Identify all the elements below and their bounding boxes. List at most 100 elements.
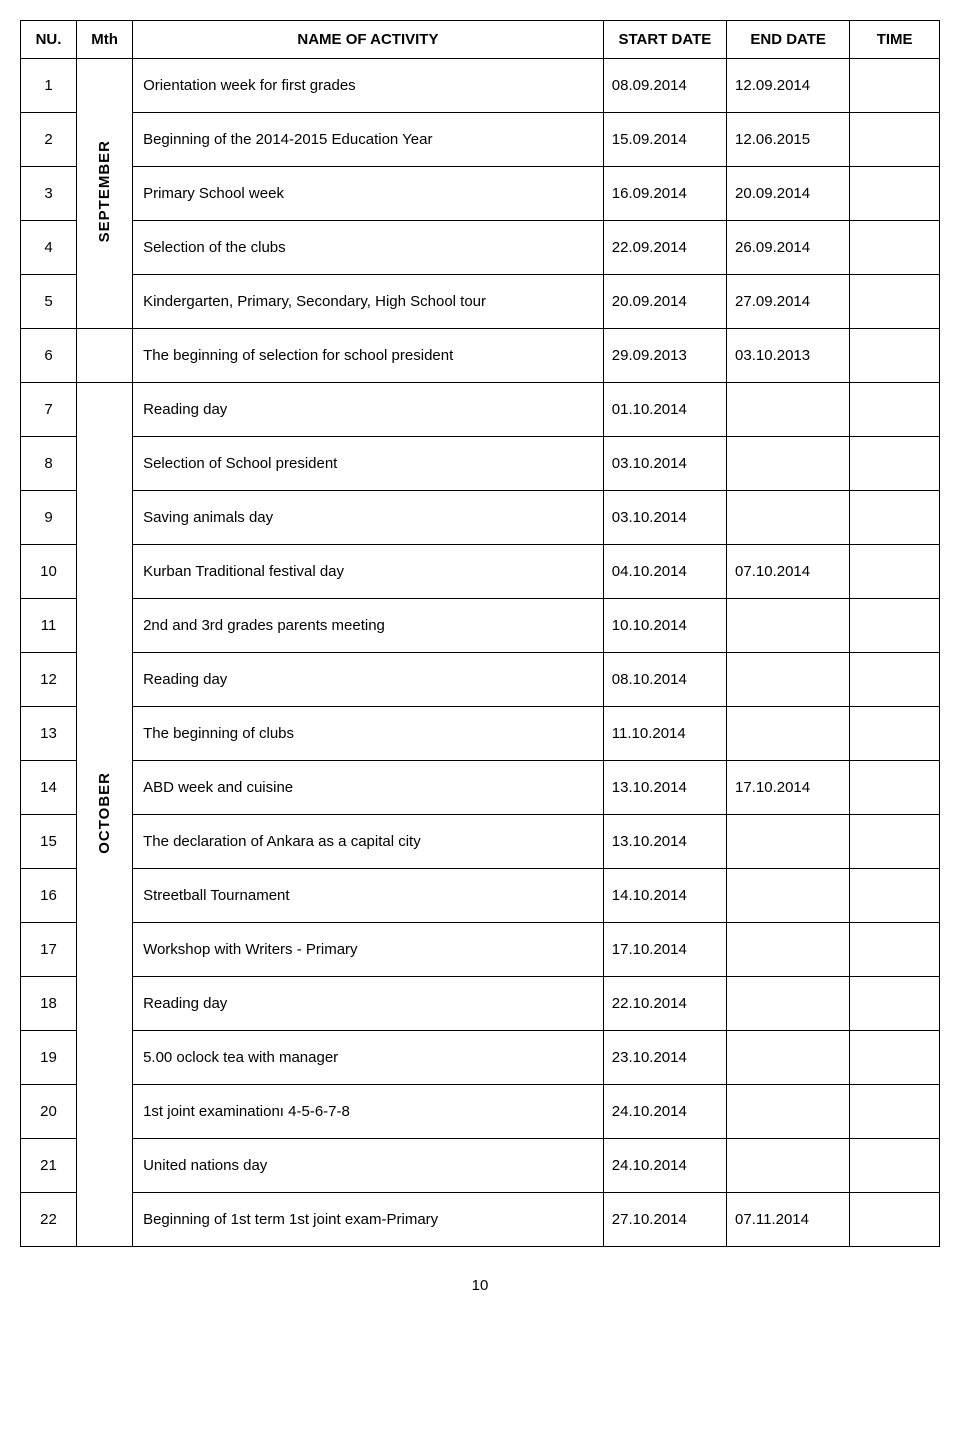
- cell-nu: 16: [21, 869, 77, 923]
- cell-time: [850, 437, 940, 491]
- table-row: 21 United nations day 24.10.2014: [21, 1139, 940, 1193]
- cell-time: [850, 329, 940, 383]
- cell-start: 08.09.2014: [603, 59, 726, 113]
- header-start: START DATE: [603, 21, 726, 59]
- cell-end: 12.06.2015: [727, 113, 850, 167]
- month-label: OCTOBER: [96, 772, 113, 854]
- cell-time: [850, 977, 940, 1031]
- cell-start: 20.09.2014: [603, 275, 726, 329]
- table-row: 19 5.00 oclock tea with manager 23.10.20…: [21, 1031, 940, 1085]
- cell-end: [727, 1031, 850, 1085]
- cell-nu: 6: [21, 329, 77, 383]
- cell-end: 20.09.2014: [727, 167, 850, 221]
- cell-start: 11.10.2014: [603, 707, 726, 761]
- cell-name: ABD week and cuisine: [133, 761, 604, 815]
- cell-name: Beginning of the 2014-2015 Education Yea…: [133, 113, 604, 167]
- cell-end: [727, 869, 850, 923]
- cell-name: The beginning of clubs: [133, 707, 604, 761]
- cell-name: Selection of the clubs: [133, 221, 604, 275]
- cell-time: [850, 707, 940, 761]
- table-row: 11 2nd and 3rd grades parents meeting 10…: [21, 599, 940, 653]
- cell-end: [727, 599, 850, 653]
- cell-time: [850, 545, 940, 599]
- header-end: END DATE: [727, 21, 850, 59]
- table-row: 3 Primary School week 16.09.2014 20.09.2…: [21, 167, 940, 221]
- month-september: SEPTEMBER: [77, 59, 133, 329]
- cell-end: 07.11.2014: [727, 1193, 850, 1247]
- cell-nu: 1: [21, 59, 77, 113]
- cell-start: 24.10.2014: [603, 1085, 726, 1139]
- cell-start: 04.10.2014: [603, 545, 726, 599]
- cell-name: 1st joint examinationı 4-5-6-7-8: [133, 1085, 604, 1139]
- cell-nu: 12: [21, 653, 77, 707]
- cell-start: 15.09.2014: [603, 113, 726, 167]
- cell-name: Workshop with Writers - Primary: [133, 923, 604, 977]
- cell-end: 07.10.2014: [727, 545, 850, 599]
- cell-time: [850, 1085, 940, 1139]
- cell-end: [727, 383, 850, 437]
- cell-start: 27.10.2014: [603, 1193, 726, 1247]
- cell-end: 12.09.2014: [727, 59, 850, 113]
- cell-name: Streetball Tournament: [133, 869, 604, 923]
- cell-time: [850, 1031, 940, 1085]
- table-row: 17 Workshop with Writers - Primary 17.10…: [21, 923, 940, 977]
- cell-end: 17.10.2014: [727, 761, 850, 815]
- cell-name: United nations day: [133, 1139, 604, 1193]
- cell-nu: 4: [21, 221, 77, 275]
- cell-time: [850, 761, 940, 815]
- cell-time: [850, 221, 940, 275]
- cell-time: [850, 653, 940, 707]
- table-row: 7 OCTOBER Reading day 01.10.2014: [21, 383, 940, 437]
- cell-name: Orientation week for first grades: [133, 59, 604, 113]
- cell-time: [850, 491, 940, 545]
- cell-nu: 13: [21, 707, 77, 761]
- table-row: 13 The beginning of clubs 11.10.2014: [21, 707, 940, 761]
- header-time: TIME: [850, 21, 940, 59]
- cell-nu: 15: [21, 815, 77, 869]
- cell-start: 13.10.2014: [603, 815, 726, 869]
- cell-end: 03.10.2013: [727, 329, 850, 383]
- cell-start: 24.10.2014: [603, 1139, 726, 1193]
- cell-nu: 20: [21, 1085, 77, 1139]
- cell-time: [850, 869, 940, 923]
- cell-end: [727, 707, 850, 761]
- cell-start: 03.10.2014: [603, 437, 726, 491]
- table-row: 2 Beginning of the 2014-2015 Education Y…: [21, 113, 940, 167]
- table-row: 20 1st joint examinationı 4-5-6-7-8 24.1…: [21, 1085, 940, 1139]
- cell-nu: 18: [21, 977, 77, 1031]
- cell-start: 08.10.2014: [603, 653, 726, 707]
- cell-time: [850, 383, 940, 437]
- cell-end: [727, 1085, 850, 1139]
- cell-nu: 3: [21, 167, 77, 221]
- table-row: 10 Kurban Traditional festival day 04.10…: [21, 545, 940, 599]
- month-empty: [77, 329, 133, 383]
- cell-end: [727, 437, 850, 491]
- cell-name: Kindergarten, Primary, Secondary, High S…: [133, 275, 604, 329]
- cell-end: 26.09.2014: [727, 221, 850, 275]
- cell-start: 22.09.2014: [603, 221, 726, 275]
- cell-nu: 2: [21, 113, 77, 167]
- table-row: 14 ABD week and cuisine 13.10.2014 17.10…: [21, 761, 940, 815]
- cell-start: 23.10.2014: [603, 1031, 726, 1085]
- cell-name: The beginning of selection for school pr…: [133, 329, 604, 383]
- table-row: 9 Saving animals day 03.10.2014: [21, 491, 940, 545]
- cell-end: [727, 923, 850, 977]
- cell-time: [850, 59, 940, 113]
- table-row: 5 Kindergarten, Primary, Secondary, High…: [21, 275, 940, 329]
- cell-end: 27.09.2014: [727, 275, 850, 329]
- cell-name: 2nd and 3rd grades parents meeting: [133, 599, 604, 653]
- cell-nu: 17: [21, 923, 77, 977]
- cell-name: Reading day: [133, 977, 604, 1031]
- cell-name: Primary School week: [133, 167, 604, 221]
- cell-nu: 10: [21, 545, 77, 599]
- cell-end: [727, 653, 850, 707]
- cell-end: [727, 977, 850, 1031]
- cell-end: [727, 491, 850, 545]
- header-mth: Mth: [77, 21, 133, 59]
- cell-name: Selection of School president: [133, 437, 604, 491]
- cell-time: [850, 1193, 940, 1247]
- cell-end: [727, 1139, 850, 1193]
- cell-name: The declaration of Ankara as a capital c…: [133, 815, 604, 869]
- header-name: NAME OF ACTIVITY: [133, 21, 604, 59]
- cell-start: 22.10.2014: [603, 977, 726, 1031]
